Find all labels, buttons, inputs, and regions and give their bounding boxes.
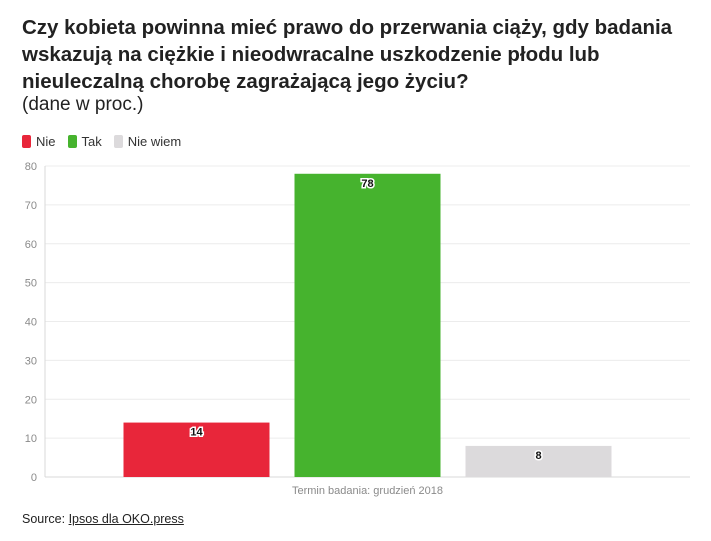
legend-swatch-tak (67, 135, 77, 148)
source-note: Source: Ipsos dla OKO.press (22, 512, 184, 526)
bar-tak (294, 173, 441, 477)
bar-chart: 0 10 20 30 40 50 60 70 80 14 78 8 Termin badania: gr… (25, 161, 690, 497)
legend-swatch-nie-wiem (113, 135, 123, 148)
legend-label-nie-wiem: Nie wiem (127, 134, 182, 149)
x-axis-label: Termin badania: grudzień 2018 (292, 485, 443, 497)
y-tick-label: 40 (25, 317, 37, 329)
legend-item-tak[interactable]: Tak (67, 134, 102, 149)
legend-item-nie[interactable]: Nie (22, 134, 56, 149)
chart-subtitle: (dane w proc.) (22, 94, 144, 115)
y-tick-label: 30 (25, 355, 37, 367)
data-label: 14 (190, 427, 203, 439)
source-link[interactable]: Ipsos dla OKO.press (68, 512, 184, 526)
legend-item-nie-wiem[interactable]: Nie wiem (113, 134, 182, 149)
data-label: 78 (361, 178, 373, 190)
source-prefix: Source: (22, 512, 69, 526)
legend-label-tak: Tak (81, 134, 102, 149)
chart-title: Czy kobieta powinna mieć prawo do przerw… (22, 16, 673, 93)
legend-label-nie: Nie (36, 134, 56, 149)
y-tick-label: 50 (25, 278, 37, 290)
y-tick-label: 20 (25, 394, 37, 406)
legend: Nie Tak Nie wiem (22, 134, 181, 149)
y-tick-label: 10 (25, 433, 37, 445)
data-label: 8 (535, 450, 541, 462)
bar-nie-wiem (465, 445, 612, 477)
y-tick-label: 80 (25, 161, 37, 173)
bar-nie (123, 422, 270, 477)
y-tick-label: 60 (25, 239, 37, 251)
y-tick-label: 70 (25, 200, 37, 212)
y-tick-label: 0 (31, 472, 37, 484)
legend-swatch-nie (22, 135, 31, 148)
